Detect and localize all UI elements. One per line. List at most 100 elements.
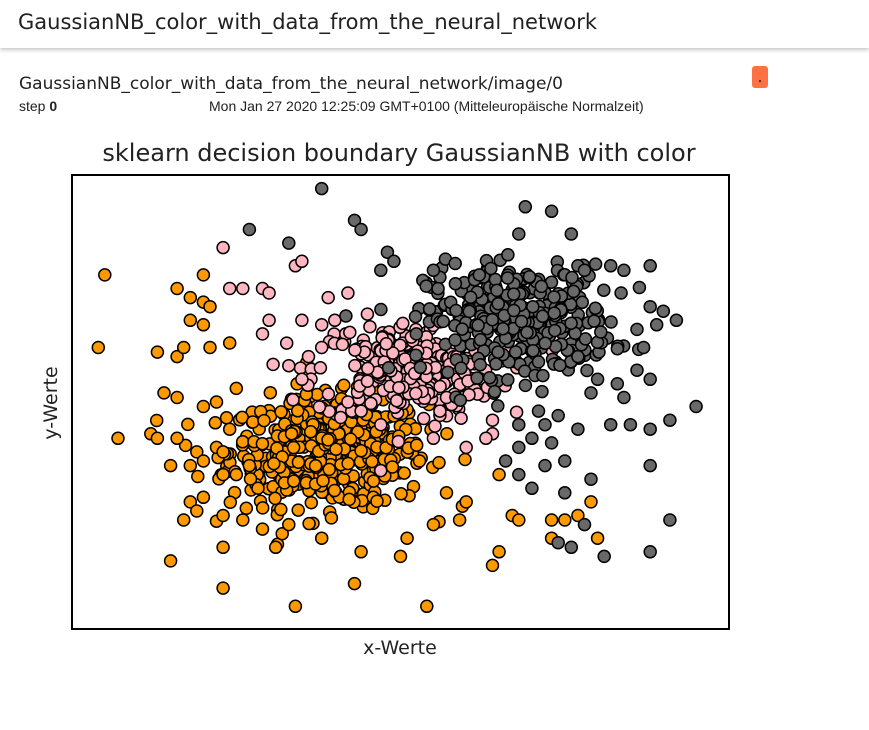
data-point: [491, 297, 505, 311]
data-point: [391, 434, 406, 449]
data-point: [590, 531, 605, 545]
data-point: [397, 466, 411, 480]
data-point: [453, 393, 468, 407]
data-point: [669, 313, 684, 328]
data-point: [379, 337, 394, 351]
data-point: [512, 440, 526, 455]
step-value: 0: [49, 98, 58, 114]
data-point: [255, 522, 270, 536]
data-point: [314, 531, 329, 545]
data-point: [689, 399, 703, 414]
data-point: [535, 384, 549, 399]
data-point: [381, 361, 396, 375]
data-point: [251, 481, 265, 495]
data-point: [354, 545, 368, 559]
data-point: [617, 390, 631, 405]
data-point: [295, 372, 309, 387]
data-point: [536, 368, 550, 383]
data-point: [485, 413, 500, 427]
data-point: [432, 455, 446, 470]
data-point: [268, 540, 283, 555]
data-point: [514, 314, 529, 329]
data-point: [190, 445, 204, 459]
data-point: [471, 318, 485, 333]
data-point: [262, 313, 276, 328]
data-point: [409, 386, 423, 401]
data-point: [643, 545, 657, 559]
data-point: [274, 502, 288, 517]
data-point: [274, 405, 288, 419]
data-point: [413, 360, 428, 375]
data-point: [433, 404, 447, 418]
data-point: [282, 358, 296, 373]
data-point: [649, 318, 664, 332]
data-point: [501, 248, 515, 262]
data-point: [222, 281, 237, 296]
data-point: [603, 259, 618, 273]
data-point: [354, 444, 368, 458]
data-point: [512, 467, 526, 482]
data-point: [479, 431, 493, 446]
data-point: [150, 431, 165, 446]
data-point: [604, 315, 618, 329]
data-point: [341, 286, 355, 300]
data-point: [538, 417, 552, 432]
data-point: [422, 302, 437, 316]
data-point: [236, 513, 250, 527]
data-point: [663, 513, 677, 527]
data-point: [255, 436, 270, 451]
data-point: [111, 431, 125, 446]
data-point: [302, 516, 316, 531]
data-point: [354, 222, 368, 237]
data-point: [448, 333, 462, 347]
data-point: [314, 181, 329, 196]
data-point: [150, 345, 165, 359]
data-point: [337, 378, 351, 393]
data-point: [614, 286, 628, 300]
data-point: [436, 314, 450, 329]
data-point: [282, 517, 296, 532]
data-point: [632, 280, 647, 295]
data-point: [508, 345, 523, 359]
data-point: [219, 411, 234, 425]
data-point: [400, 531, 414, 545]
data-point: [216, 540, 230, 555]
data-point: [329, 442, 343, 457]
data-point: [558, 486, 572, 500]
data-point: [512, 227, 526, 241]
data-point: [462, 304, 477, 319]
data-point: [507, 303, 521, 318]
data-point: [243, 472, 258, 486]
data-point: [216, 467, 230, 482]
data-point: [531, 355, 546, 369]
x-axis-label: x-Werte: [363, 637, 437, 659]
data-point: [426, 517, 441, 532]
data-point: [333, 410, 348, 425]
data-point: [636, 340, 651, 355]
data-point: [610, 341, 625, 356]
data-point: [535, 309, 550, 324]
data-point: [594, 325, 608, 339]
data-point: [482, 370, 497, 385]
data-point: [454, 361, 468, 375]
data-point: [426, 431, 441, 446]
data-point: [496, 321, 510, 336]
data-point: [571, 508, 585, 523]
data-point: [408, 309, 423, 324]
data-point: [490, 283, 504, 298]
data-point: [548, 323, 562, 338]
data-point: [584, 386, 598, 400]
data-point: [551, 408, 565, 423]
data-point: [339, 309, 353, 323]
data-point: [178, 438, 193, 453]
data-point: [518, 378, 533, 393]
data-point: [571, 349, 585, 364]
run-title: GaussianNB_color_with_data_from_the_neur…: [18, 10, 598, 34]
data-point: [98, 268, 112, 282]
data-point: [458, 452, 472, 467]
card-menu-button[interactable]: [752, 66, 768, 88]
data-point: [509, 405, 524, 419]
data-point: [303, 425, 318, 439]
data-point: [491, 345, 505, 359]
data-point: [500, 271, 515, 285]
